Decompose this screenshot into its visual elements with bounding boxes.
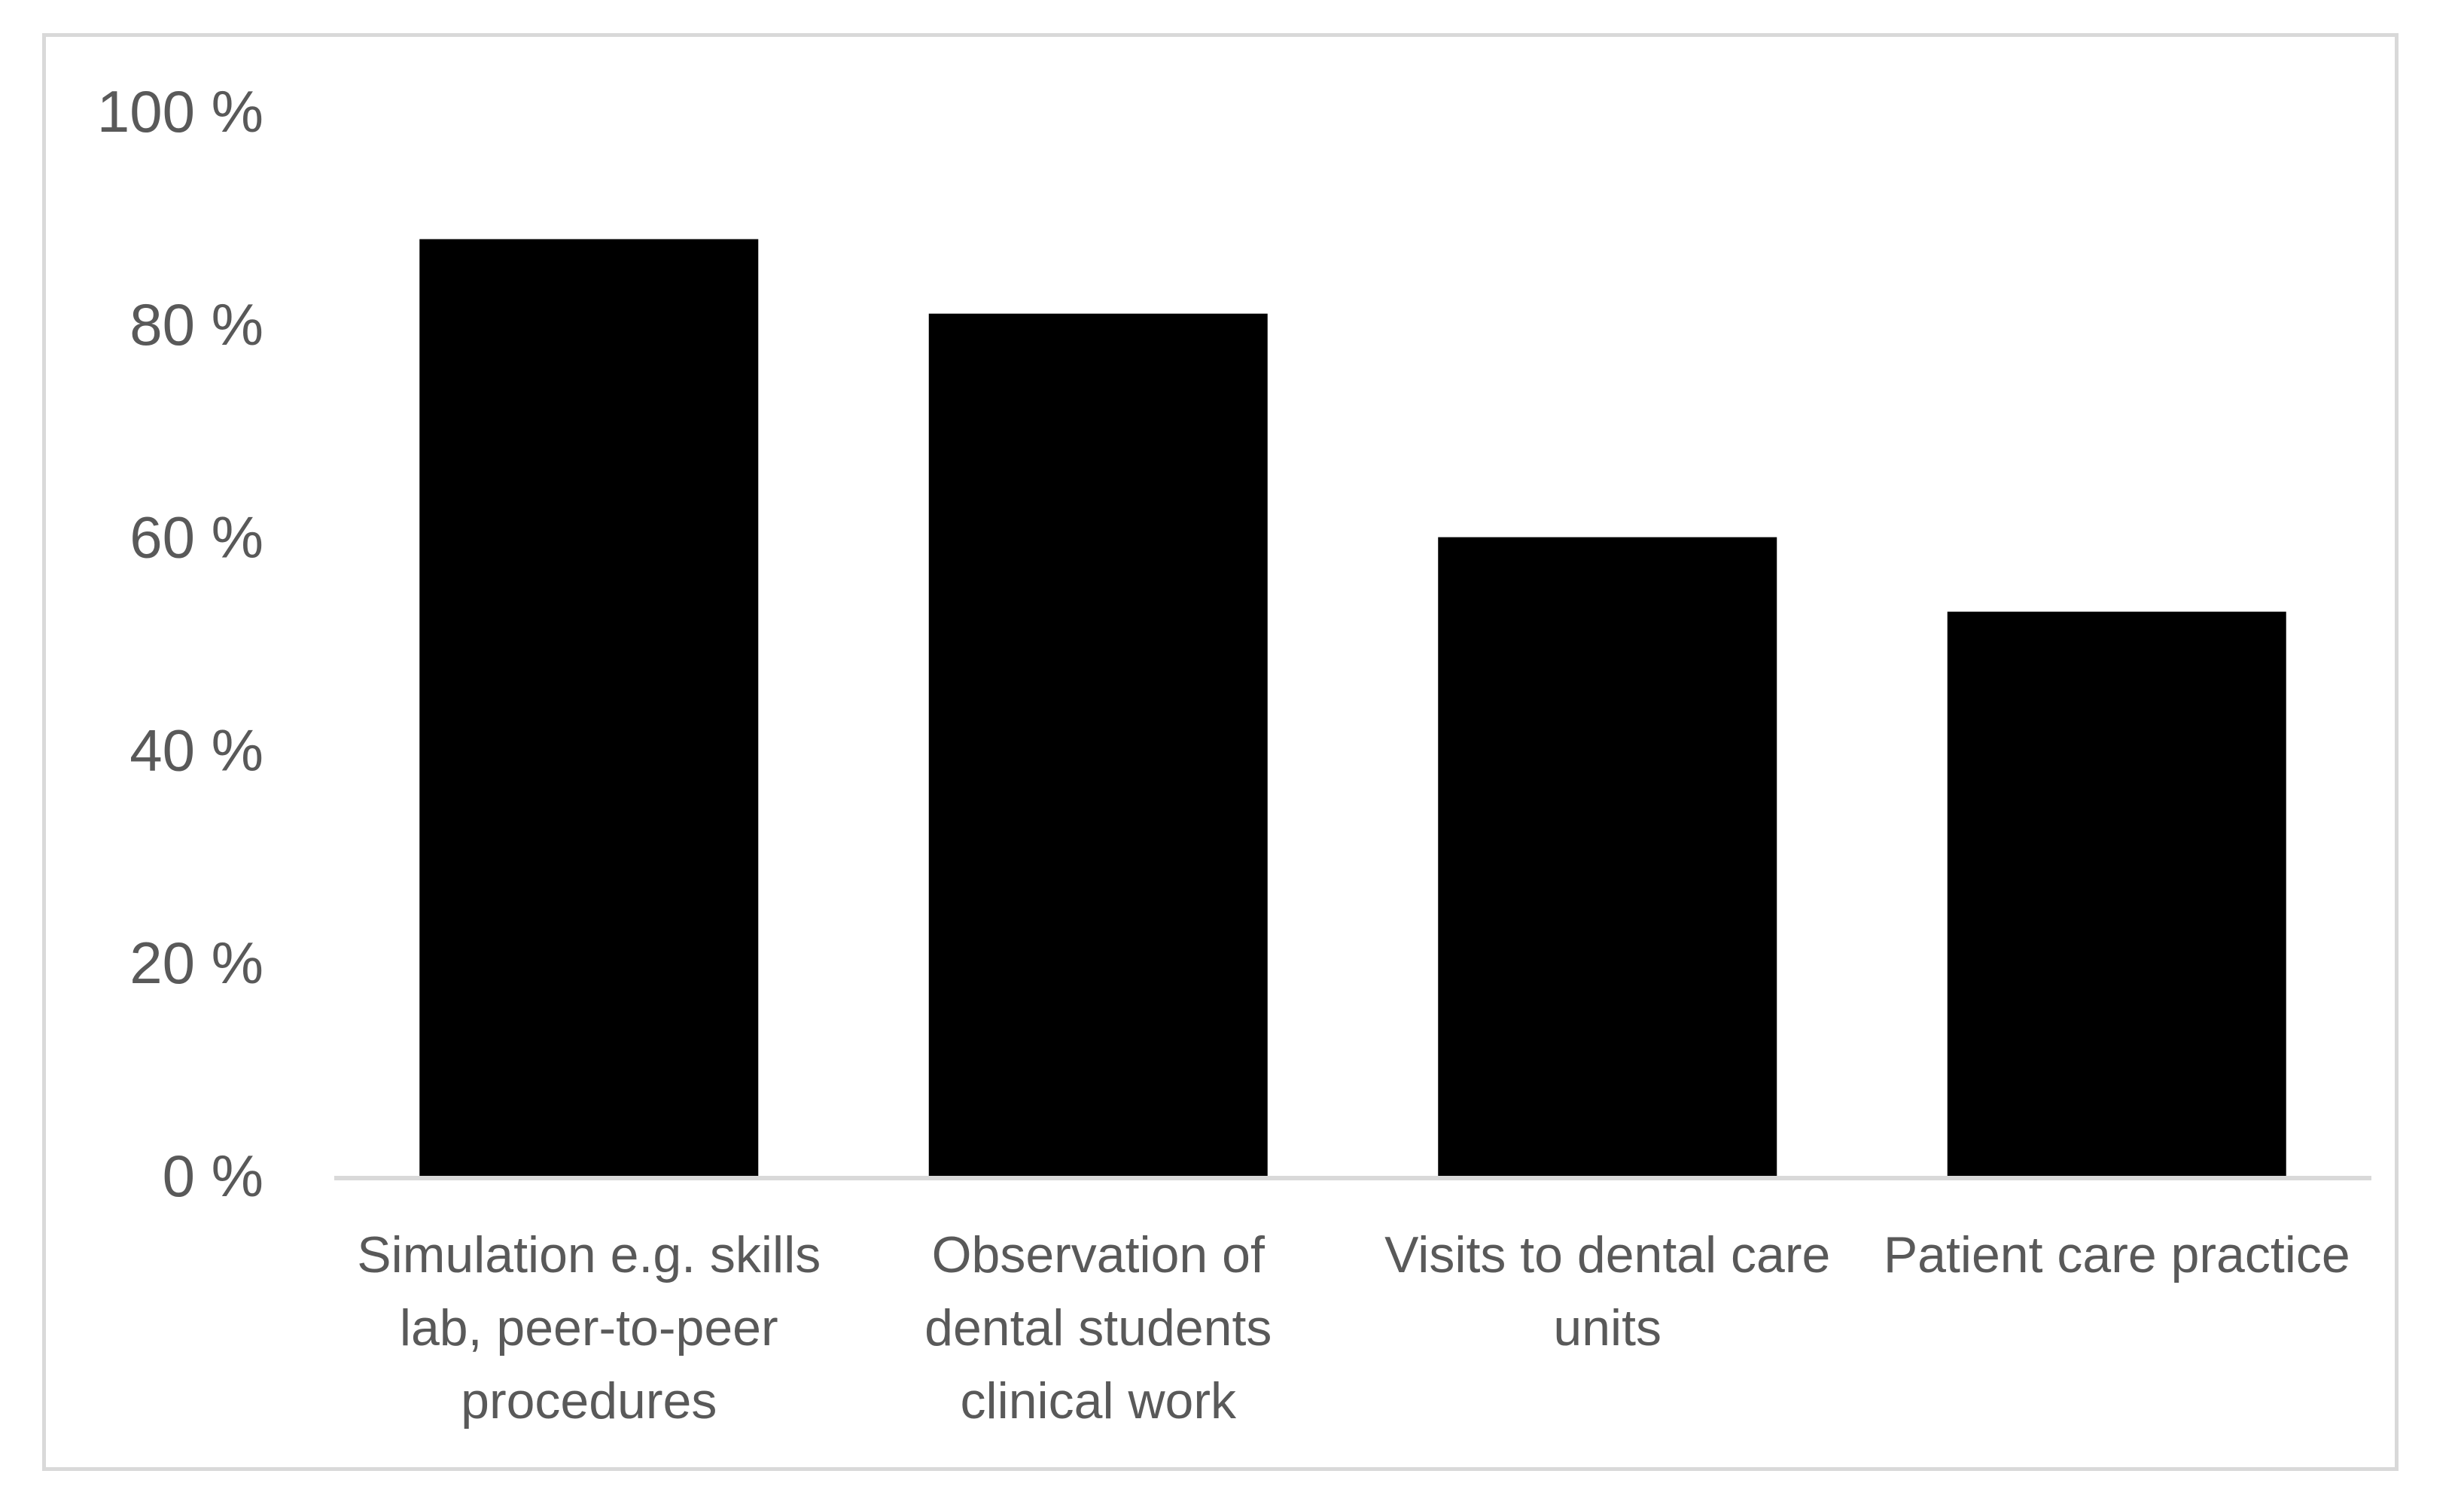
x-category-label-line: Observation of [932,1226,1265,1283]
x-category-label-line: Patient care practice [1884,1226,2350,1283]
y-tick-label: 80 % [129,291,263,358]
x-category-label-line: units [1553,1299,1661,1357]
x-category-label: Visits to dental care units [1384,1226,1830,1357]
x-category-label: Observation of dental students clinical wo… [924,1226,1272,1430]
y-axis-ticks: 0 % 20 % 40 % 60 % 80 % 100 % [97,78,263,1209]
x-category-label-line: Simulation e.g. skills [357,1226,821,1283]
bars [419,239,2286,1177]
x-category-label-line: clinical work [960,1372,1237,1430]
y-tick-label: 20 % [129,930,263,996]
y-tick-label: 0 % [163,1143,263,1209]
x-category-label-line: procedures [461,1372,717,1430]
y-tick-label: 60 % [129,504,263,571]
bar [1947,611,2286,1176]
bar [419,239,759,1177]
y-tick-label: 100 % [97,78,263,145]
x-category-label-line: Visits to dental care [1384,1226,1830,1283]
x-category-label: Simulation e.g. skills lab, peer-to-peer p… [357,1226,821,1430]
bar [1438,537,1777,1176]
bar [928,313,1268,1176]
x-category-label-line: dental students [924,1299,1272,1357]
y-tick-label: 40 % [129,717,263,783]
x-category-label-line: lab, peer-to-peer [400,1299,778,1357]
x-category-label: Patient care practice [1884,1226,2350,1283]
x-axis-labels: Simulation e.g. skills lab, peer-to-peer p… [357,1226,2350,1430]
